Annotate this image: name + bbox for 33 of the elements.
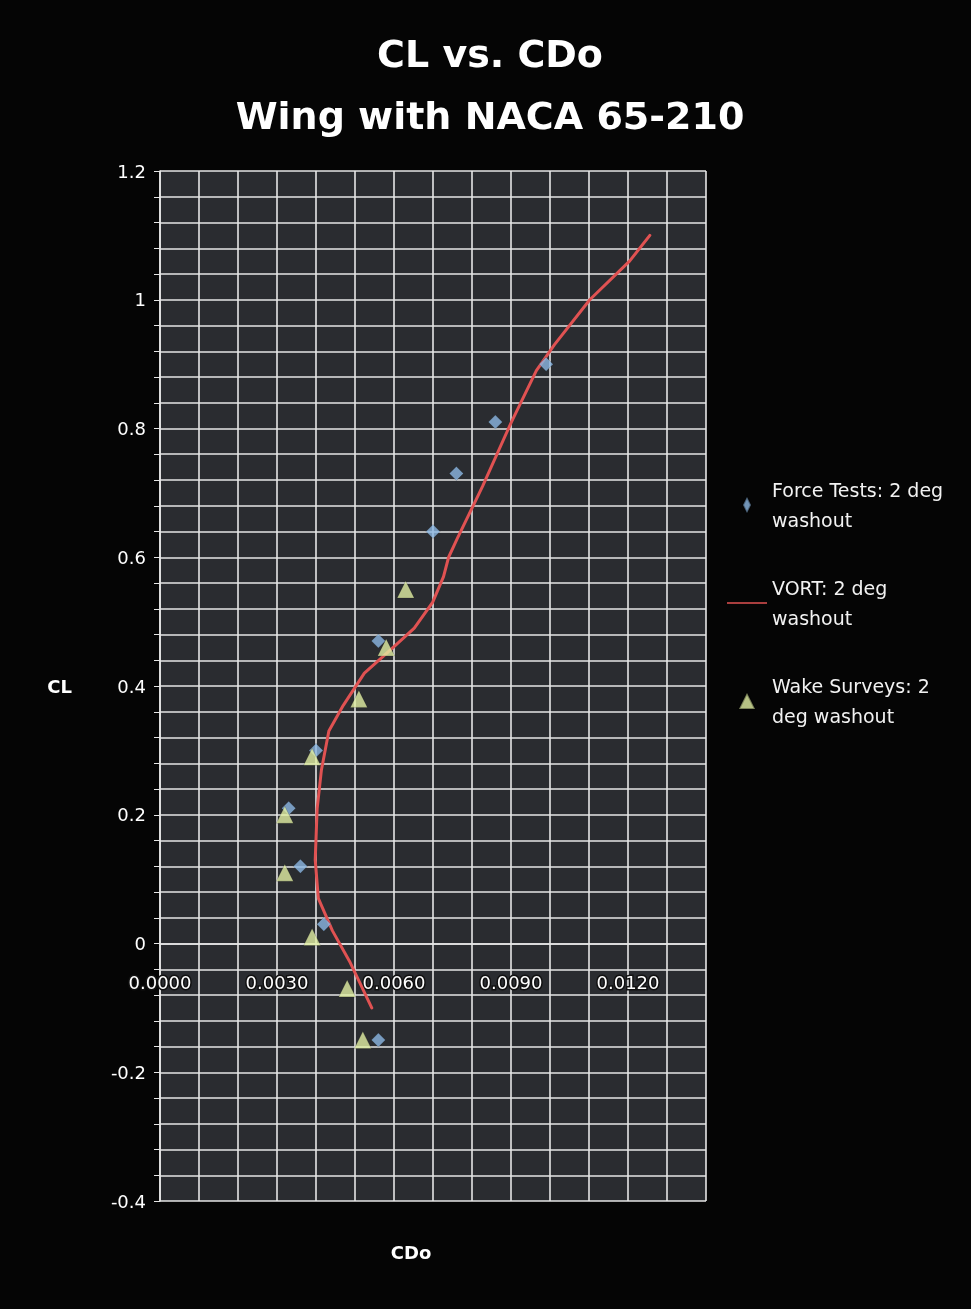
chart-title: CL vs. CDo [377,32,603,76]
legend-label: VORT: 2 deg washout [772,577,894,629]
point [276,806,294,824]
point [276,863,294,882]
point [425,524,441,539]
legend-label: Force Tests: 2 deg washout [772,479,950,531]
x-axis-title: CDo [390,1241,432,1263]
point [396,580,415,599]
point [354,1031,372,1049]
point [377,638,395,657]
point [293,859,308,874]
legend-label: Wake Surveys: 2 deg washout [772,675,936,727]
point [350,690,368,708]
point [316,916,332,932]
y-tick-label: 0.4 [117,675,146,697]
y-tick-label: 0.2 [117,804,146,826]
y-axis-title: CL [47,675,72,697]
y-tick-label: 1.2 [117,160,146,182]
y-tick-label: -0.2 [110,1061,146,1083]
y-tick-label: 1 [134,289,146,311]
point [449,466,464,481]
y-tick-label: 0 [134,933,146,954]
point [303,928,321,946]
y-tick-label: -0.4 [110,1190,146,1212]
point [488,414,503,430]
point [371,1032,386,1048]
point [303,748,321,766]
point [371,633,386,649]
point [538,356,554,372]
y-tick-label: 0.6 [117,546,146,568]
chart-subtitle: Wing with NACA 65-210 [235,94,745,138]
y-tick-label: 0.8 [117,418,146,439]
point [338,979,356,998]
